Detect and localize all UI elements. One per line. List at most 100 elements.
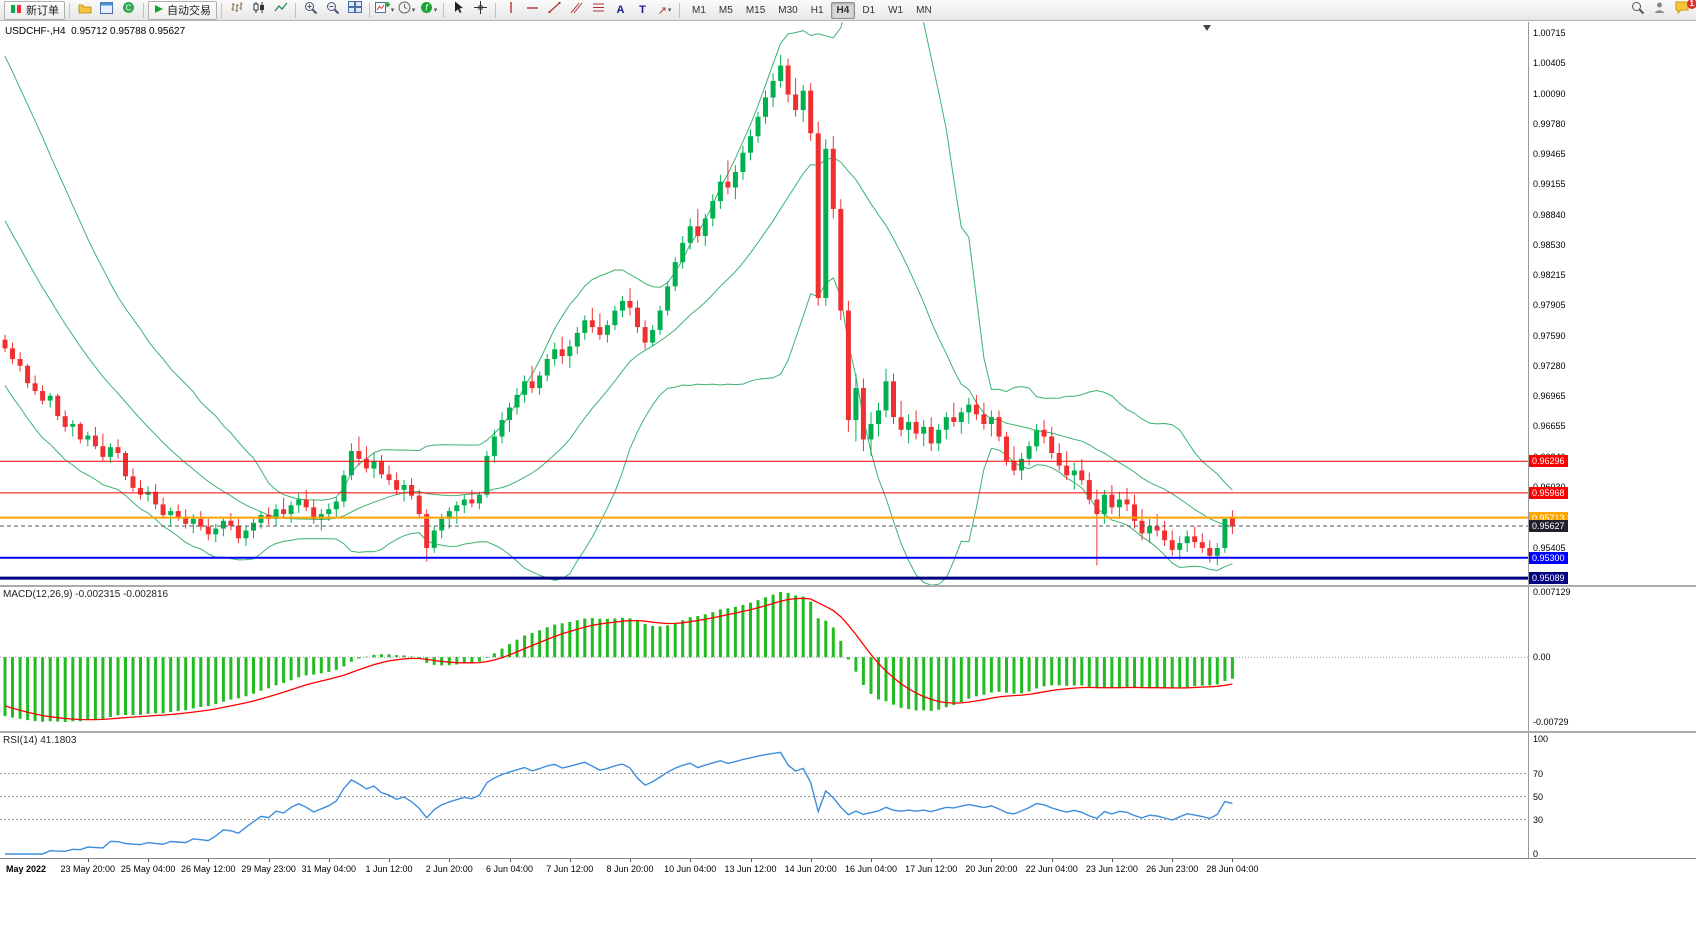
label-tool-button[interactable]: T	[632, 2, 653, 19]
chart-symbol-period: USDCHF-,H4	[5, 26, 66, 37]
bar-chart-button[interactable]	[226, 2, 247, 19]
chevron-down-icon: ▾	[433, 7, 438, 14]
tile-windows-button[interactable]	[344, 1, 365, 19]
zoom-out-button[interactable]	[322, 1, 343, 20]
candle-body	[612, 310, 618, 326]
macd-canvas[interactable]	[0, 587, 1696, 731]
candle-body	[680, 242, 686, 263]
time-scale-label: 29 May 23:00	[241, 864, 296, 874]
candle-body	[258, 515, 264, 523]
time-scale-label: 8 Jun 20:00	[606, 864, 654, 874]
time-scale-label: 6 Jun 04:00	[485, 864, 534, 874]
profiles-window-button[interactable]	[96, 2, 117, 19]
new-chart-button[interactable]: ▾	[374, 2, 395, 19]
search-button[interactable]	[1627, 1, 1648, 19]
candle-body	[205, 526, 211, 535]
timeframe-w1-button[interactable]: W1	[888, 4, 904, 16]
candle-body	[815, 133, 821, 298]
charts-folder-button[interactable]	[74, 2, 95, 19]
zoom-in-icon	[304, 1, 318, 20]
candle-body	[333, 501, 339, 510]
panel-splitter[interactable]	[0, 731, 1696, 733]
candle-body	[296, 499, 302, 506]
channel-button[interactable]	[566, 2, 587, 19]
candle-body	[190, 518, 196, 524]
zoom-out-icon	[326, 1, 340, 20]
candle-body	[228, 520, 234, 526]
notifications-button[interactable]: 1	[1671, 0, 1696, 19]
community-button[interactable]: C	[118, 2, 139, 19]
chart-shift-marker[interactable]	[1203, 25, 1211, 31]
timeframe-m1-button[interactable]: M1	[692, 4, 706, 16]
horizontal-line-button[interactable]	[522, 2, 543, 19]
vertical-line-button[interactable]	[500, 2, 521, 19]
timeframe-h4-button[interactable]: H4	[830, 1, 856, 19]
timeframe-m5-button[interactable]: M5	[718, 4, 733, 16]
bollinger-lower-band[interactable]	[4, 277, 1233, 585]
candle-body	[303, 499, 309, 508]
candlestick-chart-button[interactable]	[248, 2, 269, 19]
timeframe-d1-button[interactable]: D1	[862, 4, 876, 16]
candle-body	[371, 460, 377, 469]
rsi-panel[interactable]: RSI(14) 41.1803 100 70 50 30 0	[0, 733, 1696, 859]
candle-body	[311, 507, 317, 519]
arrows-button[interactable]: ↗ ▾	[654, 2, 675, 19]
time-axis-tick	[328, 859, 330, 862]
time-scale-label: 17 Jun 12:00	[905, 864, 958, 874]
macd-panel[interactable]: MACD(12,26,9) -0.002315 -0.002816 0.0071…	[0, 587, 1696, 731]
candle-body	[620, 300, 625, 311]
main-chart-panel[interactable]: USDCHF-,H4 0.95712 0.95788 0.95627 1.007…	[0, 22, 1696, 585]
indicators-button[interactable]: f ▾	[418, 2, 439, 19]
candle-body	[439, 518, 445, 531]
auto-trading-button[interactable]: 自动交易	[148, 0, 217, 20]
toolbar-separator	[143, 2, 144, 18]
profiles-menu-button[interactable]: ▾	[396, 1, 417, 19]
main-chart-canvas[interactable]	[0, 22, 1696, 585]
rsi-canvas[interactable]	[0, 733, 1696, 858]
candle-body	[424, 514, 430, 548]
candle-body	[1169, 540, 1175, 550]
timeframe-mn-button[interactable]: MN	[916, 4, 932, 16]
trendline-button[interactable]	[544, 2, 565, 19]
time-axis[interactable]: May 2022 23 May 20:00 25 May 04:00 26 May 1…	[0, 858, 1696, 881]
fibonacci-button[interactable]	[588, 2, 609, 19]
crosshair-button[interactable]	[470, 1, 491, 19]
fibonacci-icon	[592, 1, 605, 19]
bollinger-middle-band[interactable]	[4, 157, 1233, 528]
candle-body	[1147, 526, 1153, 534]
price-scale-label: 0.96655	[1533, 421, 1566, 432]
price-scale-label: 0.97280	[1533, 360, 1566, 371]
candle-body	[454, 505, 460, 512]
candle-body	[958, 412, 964, 422]
new-order-button[interactable]: 新订单	[4, 0, 65, 20]
price-tag: 0.96296	[1529, 455, 1568, 468]
toolbar: 新订单 C 自动交易 ▾ ▾ f ▾ A T ↗ ▾ M1 M5 M15 M30 H1 H4 D…	[0, 0, 1696, 21]
panel-splitter[interactable]	[0, 585, 1696, 587]
horizontal-line-icon	[526, 1, 539, 19]
time-scale-label: 2 Jun 20:00	[425, 864, 473, 874]
candle-body	[77, 423, 83, 440]
candle-body	[409, 485, 415, 496]
cursor-button[interactable]	[448, 1, 469, 19]
price-tag: 0.95968	[1529, 486, 1568, 499]
time-axis-tick	[690, 859, 692, 862]
candle-body	[461, 499, 467, 506]
price-scale-label: 0.98530	[1533, 239, 1566, 250]
candle-body	[717, 181, 723, 202]
bollinger-upper-band[interactable]	[4, 22, 1233, 501]
timeframe-h1-button[interactable]: H1	[810, 4, 824, 16]
timeframe-m15-button[interactable]: M15	[745, 4, 766, 16]
price-scale-label: 0.99465	[1533, 149, 1566, 160]
text-tool-button[interactable]: A	[610, 2, 631, 19]
candle-body	[1064, 465, 1070, 476]
candle-body	[107, 447, 113, 457]
candle-body	[635, 307, 640, 328]
candle-body	[138, 487, 143, 495]
candle-body	[1192, 536, 1198, 543]
candle-body	[891, 381, 896, 418]
zoom-in-button[interactable]	[300, 1, 321, 20]
timeframe-m30-button[interactable]: M30	[778, 4, 798, 16]
profile-button[interactable]	[1649, 2, 1670, 19]
indicator-scale-label: 50	[1533, 791, 1544, 802]
line-chart-button[interactable]	[270, 2, 291, 19]
